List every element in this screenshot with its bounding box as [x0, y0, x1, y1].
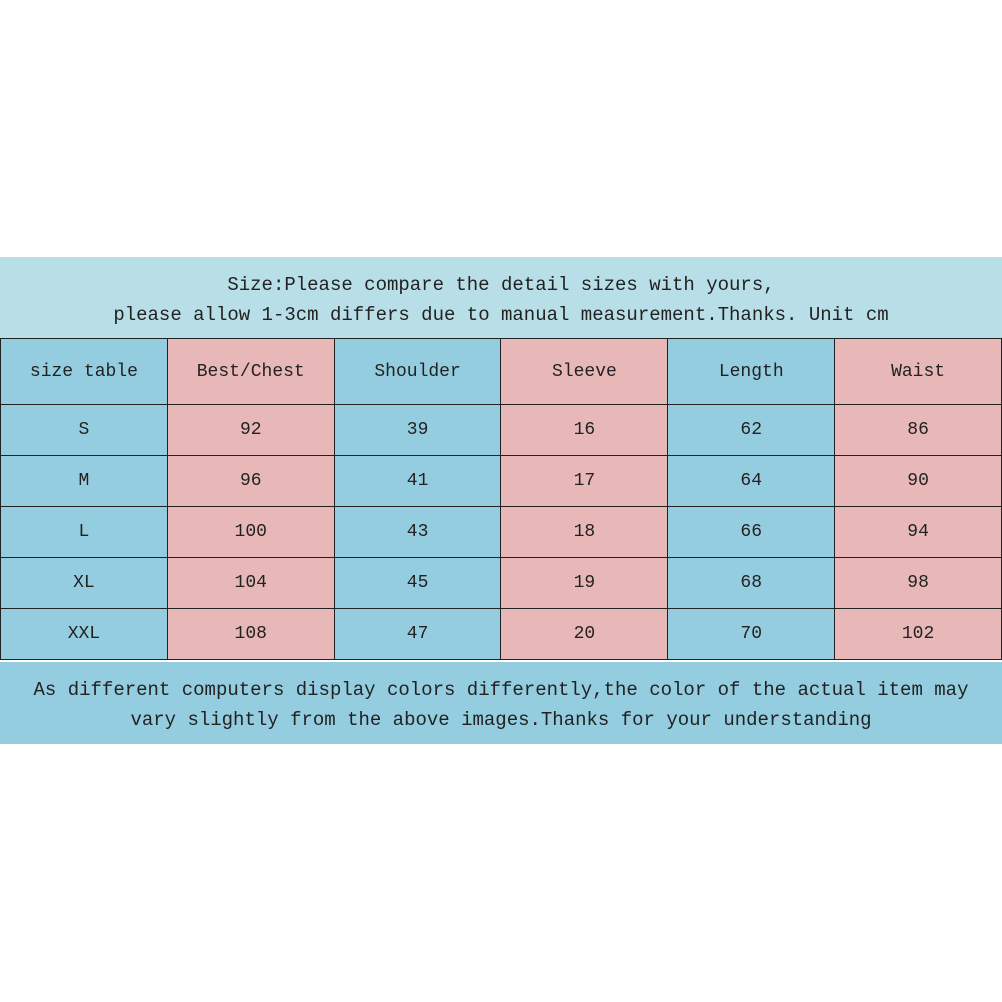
table-cell: 108 — [166, 608, 335, 660]
table-cell: 104 — [166, 557, 335, 609]
table-cell: 92 — [166, 404, 335, 456]
table-cell: 90 — [834, 455, 1002, 507]
table-row: L 100 43 18 66 94 — [0, 506, 1002, 558]
table-cell: 39 — [333, 404, 502, 456]
table-cell: 100 — [166, 506, 335, 558]
table-cell: 94 — [834, 506, 1002, 558]
column-header: Best/Chest — [166, 338, 335, 405]
table-cell: S — [0, 404, 168, 456]
color-disclaimer: As different computers display colors di… — [0, 662, 1002, 744]
table-row: M 96 41 17 64 90 — [0, 455, 1002, 507]
column-header: size table — [0, 338, 168, 405]
size-note-line-2: please allow 1-3cm differs due to manual… — [113, 304, 889, 326]
table-cell: 68 — [667, 557, 836, 609]
table-cell: 102 — [834, 608, 1002, 660]
header-row: size table Best/Chest Shoulder Sleeve Length… — [0, 338, 1002, 405]
table-cell: 17 — [500, 455, 669, 507]
column-header: Shoulder — [333, 338, 502, 405]
table-cell: 41 — [333, 455, 502, 507]
table-cell: 16 — [500, 404, 669, 456]
table-cell: 43 — [333, 506, 502, 558]
table-cell: 98 — [834, 557, 1002, 609]
table-cell: 70 — [667, 608, 836, 660]
size-note-line-1: Size:Please compare the detail sizes wit… — [227, 274, 775, 296]
table-cell: 45 — [333, 557, 502, 609]
table-cell: M — [0, 455, 168, 507]
column-header: Length — [667, 338, 836, 405]
table-cell: XL — [0, 557, 168, 609]
table-cell: 20 — [500, 608, 669, 660]
table-cell: 64 — [667, 455, 836, 507]
size-note: Size:Please compare the detail sizes wit… — [0, 257, 1002, 338]
table-cell: 47 — [333, 608, 502, 660]
table-cell: 66 — [667, 506, 836, 558]
table-cell: 18 — [500, 506, 669, 558]
table-row: S 92 39 16 62 86 — [0, 404, 1002, 456]
column-header: Waist — [834, 338, 1002, 405]
table-row: XL 104 45 19 68 98 — [0, 557, 1002, 609]
disclaimer-line-1: As different computers display colors di… — [33, 679, 969, 701]
table-cell: 96 — [166, 455, 335, 507]
table-cell: 62 — [667, 404, 836, 456]
table-cell: 19 — [500, 557, 669, 609]
column-header: Sleeve — [500, 338, 669, 405]
table-row: XXL 108 47 20 70 102 — [0, 608, 1002, 660]
size-table: size table Best/Chest Shoulder Sleeve Length… — [0, 338, 1002, 660]
table-cell: 86 — [834, 404, 1002, 456]
disclaimer-line-2: vary slightly from the above images.Than… — [130, 709, 872, 731]
table-cell: L — [0, 506, 168, 558]
table-cell: XXL — [0, 608, 168, 660]
